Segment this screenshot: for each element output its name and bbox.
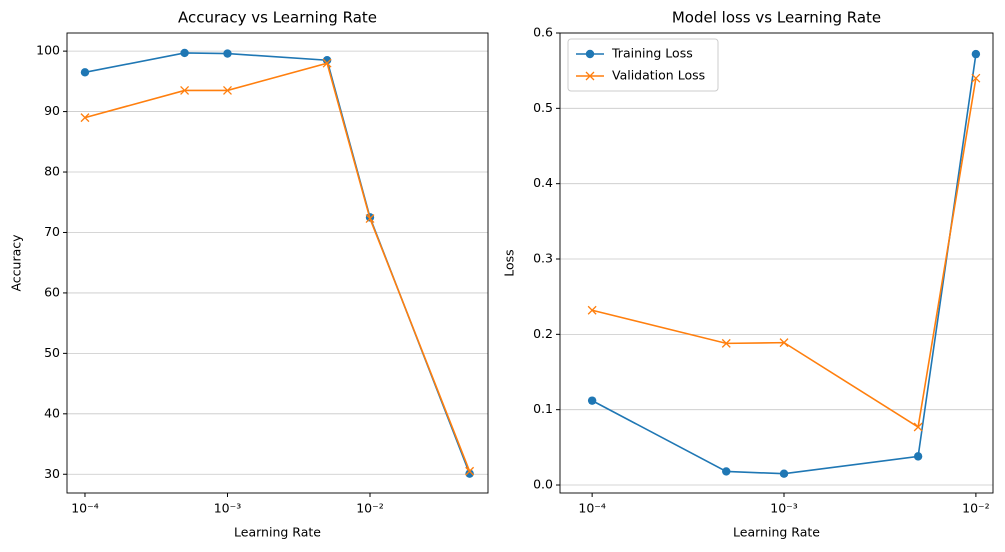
x-tick-label: 10⁻³ — [770, 501, 798, 516]
marker-dot — [465, 469, 474, 478]
marker-x — [587, 305, 597, 315]
chart-title: Accuracy vs Learning Rate — [178, 9, 377, 27]
y-tick-label: 30 — [44, 466, 60, 481]
y-tick-label: 90 — [44, 103, 60, 118]
y-tick-label: 0.6 — [533, 25, 553, 40]
y-tick-label: 0.3 — [533, 251, 553, 266]
legend-box — [567, 38, 719, 92]
marker-dot — [971, 49, 981, 59]
y-tick-label: 70 — [44, 224, 60, 239]
y-tick-label: 60 — [44, 284, 60, 299]
marker-x — [465, 466, 475, 476]
x-tick-label: 10⁻⁴ — [578, 501, 606, 516]
x-tick-label: 10⁻² — [962, 501, 990, 516]
x-tick-label: 10⁻² — [356, 501, 384, 516]
marker-dot — [585, 49, 595, 59]
legend-label: Validation Loss — [612, 68, 705, 83]
y-tick-label: 0.4 — [533, 175, 553, 190]
y-tick-label: 80 — [44, 164, 60, 179]
marker-x — [322, 58, 332, 68]
marker-dot — [779, 469, 789, 478]
axes-frame — [66, 32, 489, 494]
legend: Training Loss Validation Loss — [567, 38, 719, 92]
marker-dot — [322, 56, 332, 65]
y-tick-label: 100 — [36, 43, 60, 58]
marker-x — [80, 113, 90, 123]
marker-x — [180, 85, 190, 95]
marker-x — [721, 338, 731, 348]
marker-dot — [180, 48, 189, 58]
legend-label: Training Loss — [611, 46, 693, 61]
marker-x — [223, 85, 232, 95]
y-axis-label: Accuracy — [9, 234, 24, 292]
marker-dot — [587, 396, 597, 405]
marker-dot — [80, 68, 90, 77]
marker-x — [779, 338, 789, 348]
series-line — [84, 52, 471, 474]
series-line — [84, 62, 471, 472]
marker-dot — [913, 452, 923, 461]
x-axis-label: Learning Rate — [733, 525, 820, 540]
y-tick-label: 40 — [44, 405, 60, 420]
y-tick-label: 50 — [44, 345, 60, 360]
plot: 0.0 0.1 0.2 0.3 0.4 0.5 0.6 10⁻⁴ 10⁻³ 10⁻² Model l… — [502, 9, 994, 540]
y-tick-label: 0.5 — [533, 100, 553, 115]
marker-x — [913, 422, 923, 432]
y-tick-label: 0.2 — [533, 326, 553, 341]
axes-frame — [559, 32, 994, 494]
plot: 30 40 50 60 70 80 90 100 10⁻⁴ 10⁻³ 10⁻² Accuracy vs… — [9, 9, 489, 540]
marker-x — [971, 73, 981, 83]
y-tick-label: 0.0 — [533, 477, 553, 492]
series-line — [591, 53, 977, 475]
marker-dot — [722, 467, 731, 476]
marker-x — [585, 71, 595, 81]
x-axis-label: Learning Rate — [234, 525, 321, 540]
marker-x — [365, 214, 375, 224]
series-line — [591, 78, 977, 429]
marker-dot — [223, 49, 232, 58]
x-tick-label: 10⁻³ — [214, 501, 242, 516]
chart-title: Model loss vs Learning Rate — [672, 9, 881, 27]
y-tick-label: 0.1 — [533, 401, 553, 416]
x-tick-label: 10⁻⁴ — [71, 501, 99, 516]
y-axis-label: Loss — [502, 249, 517, 276]
